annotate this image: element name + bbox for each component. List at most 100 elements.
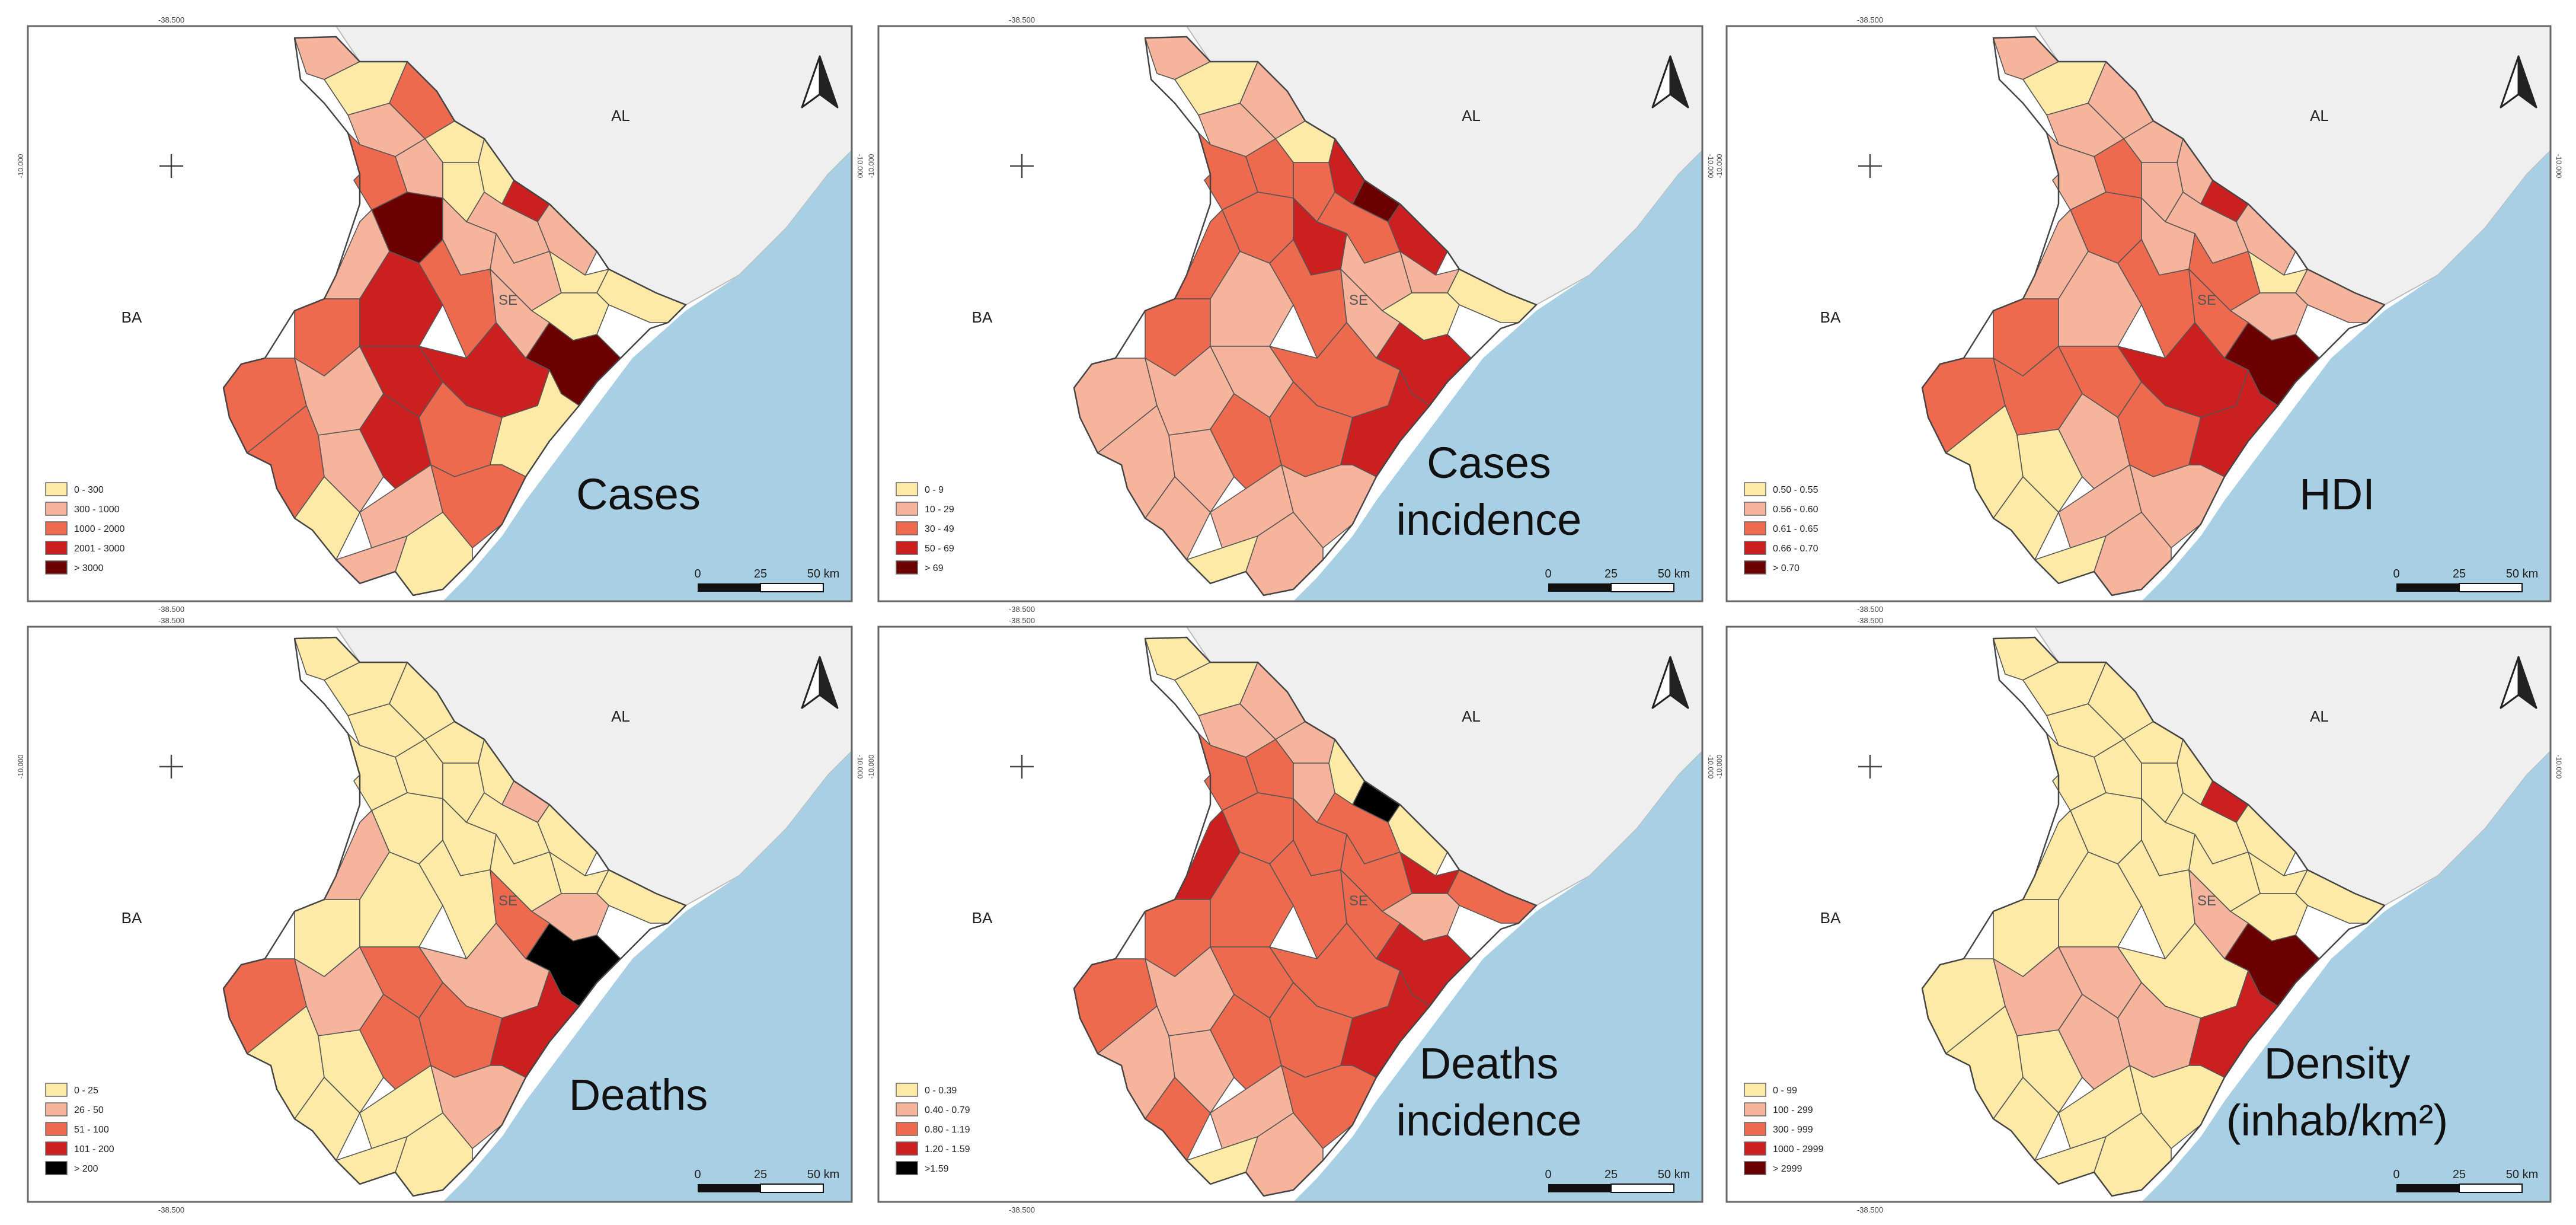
longitude-label-bottom: -38.500 bbox=[1009, 605, 1035, 614]
legend-label: 0 - 99 bbox=[1773, 1086, 1797, 1096]
legend-swatch bbox=[1744, 560, 1766, 575]
latitude-label-right: -10.000 bbox=[856, 154, 864, 178]
label-ba: BA bbox=[972, 909, 993, 927]
scale-bar: 0 25 50 km bbox=[2393, 1168, 2538, 1193]
legend-swatch bbox=[896, 1122, 918, 1136]
legend-swatch bbox=[45, 1102, 68, 1116]
municipality-east-b bbox=[537, 203, 597, 276]
legend-swatch bbox=[1744, 502, 1766, 516]
scale-bar-white bbox=[2459, 583, 2523, 592]
state-outline bbox=[1073, 636, 1538, 1197]
legend-label: 1.20 - 1.59 bbox=[925, 1144, 970, 1154]
municipality-south-d bbox=[2016, 1029, 2083, 1114]
legend-swatch bbox=[45, 502, 68, 516]
map-panel-5: AL BA SE -38.500 -38.500 -10.000 -10.000 0 - 0.… bbox=[867, 616, 1715, 1214]
legend-swatch bbox=[1744, 521, 1766, 535]
latitude-label-right: -10.000 bbox=[2555, 755, 2563, 779]
panel-title: Cases bbox=[1427, 438, 1551, 487]
map-content bbox=[28, 627, 852, 1202]
legend-swatch bbox=[896, 1161, 918, 1175]
map-content bbox=[878, 26, 1702, 601]
label-ba: BA bbox=[972, 308, 993, 326]
longitude-label-top: -38.500 bbox=[1857, 616, 1883, 625]
legend-label: > 200 bbox=[74, 1164, 98, 1174]
scale-bar-label: 0 bbox=[1545, 1168, 1551, 1181]
legend-label: 0.80 - 1.19 bbox=[925, 1125, 970, 1135]
scale-bar-label: 0 bbox=[2393, 1168, 2399, 1181]
legend-label: 50 - 69 bbox=[925, 544, 954, 554]
scale-bar-white bbox=[760, 1183, 824, 1193]
label-al: AL bbox=[2310, 107, 2329, 125]
longitude-label-top: -38.500 bbox=[158, 15, 184, 24]
label-ba: BA bbox=[122, 308, 142, 326]
legend-swatch bbox=[896, 1083, 918, 1097]
map-frame bbox=[27, 25, 853, 602]
legend-swatch bbox=[896, 1102, 918, 1116]
legend-label: 1000 - 2999 bbox=[1773, 1144, 1824, 1154]
legend-label: >1.59 bbox=[925, 1164, 949, 1174]
legend-label: > 3000 bbox=[74, 563, 103, 573]
legend-swatch bbox=[896, 541, 918, 555]
label-ba: BA bbox=[1820, 308, 1841, 326]
legend-swatch bbox=[896, 560, 918, 575]
legend: 0 - 300 300 - 1000 1000 - 2000 2001 - 3000 >… bbox=[45, 482, 125, 575]
panel-title: Deaths bbox=[1420, 1039, 1558, 1088]
scale-bar-label: 25 bbox=[1605, 567, 1618, 580]
municipality-south-d bbox=[1168, 1029, 1235, 1114]
north-arrow-icon bbox=[2500, 656, 2537, 709]
north-arrow-icon bbox=[1651, 656, 1689, 709]
municipality-east-b bbox=[1388, 203, 1448, 276]
latitude-label-left: -10.000 bbox=[1715, 754, 1724, 779]
legend-label: 10 - 29 bbox=[925, 505, 954, 515]
longitude-label-top: -38.500 bbox=[158, 616, 184, 625]
legend-swatch bbox=[1744, 1141, 1766, 1156]
legend-swatch bbox=[45, 560, 68, 575]
legend-label: 100 - 299 bbox=[1773, 1105, 1813, 1115]
label-se: SE bbox=[498, 292, 517, 308]
state-outline bbox=[1921, 36, 2386, 596]
panel-title: Deaths bbox=[569, 1070, 708, 1119]
sea bbox=[443, 151, 852, 601]
municipality-south-d bbox=[1168, 429, 1235, 513]
legend-swatch bbox=[1744, 1083, 1766, 1097]
legend-swatch bbox=[1744, 1122, 1766, 1136]
map-content bbox=[1727, 26, 2551, 601]
sea bbox=[1293, 751, 1702, 1202]
legend-swatch bbox=[896, 502, 918, 516]
legend-swatch bbox=[1744, 1161, 1766, 1175]
panel-title: incidence bbox=[1396, 495, 1582, 544]
legend: 0 - 99 100 - 299 300 - 999 1000 - 2999 > 299… bbox=[1744, 1083, 1824, 1175]
label-se: SE bbox=[1349, 893, 1368, 909]
label-al: AL bbox=[1462, 707, 1481, 725]
scale-bar-black bbox=[2396, 1184, 2459, 1192]
scale-bar-label: 50 km bbox=[2506, 567, 2538, 580]
scale-bar: 0 25 50 km bbox=[694, 1168, 839, 1193]
scale-bar: 0 25 50 km bbox=[2393, 567, 2538, 592]
longitude-label-bottom: -38.500 bbox=[158, 1205, 184, 1214]
scale-bar: 0 25 50 km bbox=[1545, 1168, 1690, 1193]
scale-bar-white bbox=[1610, 1183, 1674, 1193]
scale-bar-black bbox=[1548, 583, 1611, 592]
label-ba: BA bbox=[1820, 909, 1841, 927]
scale-bar-label: 0 bbox=[1545, 567, 1551, 580]
state-outline bbox=[222, 36, 687, 596]
legend-swatch bbox=[45, 1161, 68, 1175]
scale-bar-label: 50 km bbox=[807, 567, 839, 580]
legend-label: 101 - 200 bbox=[74, 1144, 114, 1154]
municipality-south-d bbox=[318, 1029, 384, 1114]
latitude-label-left: -10.000 bbox=[867, 754, 875, 779]
latitude-label-left: -10.000 bbox=[867, 154, 875, 178]
panel-title: Cases bbox=[576, 470, 701, 519]
scale-bar-label: 50 km bbox=[1658, 1168, 1690, 1181]
label-ba: BA bbox=[122, 909, 142, 927]
legend-swatch bbox=[45, 1122, 68, 1136]
legend-label: 300 - 1000 bbox=[74, 505, 120, 515]
scale-bar-label: 50 km bbox=[2506, 1168, 2538, 1181]
longitude-label-bottom: -38.500 bbox=[1857, 1205, 1883, 1214]
label-se: SE bbox=[498, 893, 517, 909]
legend-label: 0 - 25 bbox=[74, 1086, 98, 1096]
scale-bar-white bbox=[1610, 583, 1674, 592]
scale-bar: 0 25 50 km bbox=[694, 567, 839, 592]
scale-bar-label: 25 bbox=[1605, 1168, 1618, 1181]
